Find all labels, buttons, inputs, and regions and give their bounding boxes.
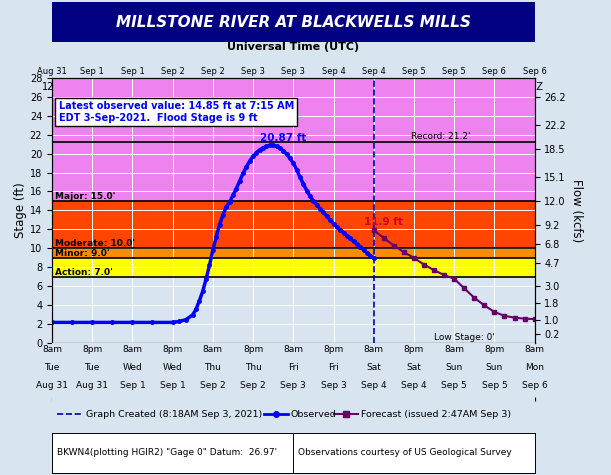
Text: Observed: Observed — [291, 410, 337, 419]
Text: 11.9 ft: 11.9 ft — [364, 217, 403, 227]
Text: Sep 3: Sep 3 — [321, 381, 346, 390]
Text: Sep 6: Sep 6 — [522, 67, 547, 76]
Text: Action: 7.0': Action: 7.0' — [55, 267, 113, 276]
Text: Sep 2: Sep 2 — [200, 381, 225, 390]
Text: 8am: 8am — [364, 345, 384, 354]
Text: Sep 4: Sep 4 — [361, 381, 387, 390]
Text: Low Stage: 0': Low Stage: 0' — [434, 332, 495, 342]
Text: Tue: Tue — [84, 363, 100, 372]
Text: Sep 1: Sep 1 — [80, 67, 104, 76]
Text: Sep 1: Sep 1 — [159, 381, 186, 390]
Text: Sep 1: Sep 1 — [120, 381, 145, 390]
Text: Sep 3: Sep 3 — [281, 67, 306, 76]
Text: Sep 4: Sep 4 — [401, 381, 426, 390]
Text: 8am: 8am — [284, 345, 303, 354]
Text: Site Time (EDT): Site Time (EDT) — [244, 400, 342, 410]
Text: Mon: Mon — [525, 363, 544, 372]
Text: Fri: Fri — [328, 363, 339, 372]
Text: Thu: Thu — [205, 363, 221, 372]
Text: 8am: 8am — [525, 345, 544, 354]
Text: Aug 31: Aug 31 — [36, 381, 68, 390]
Text: 8pm: 8pm — [163, 345, 183, 354]
Text: 8pm: 8pm — [243, 345, 263, 354]
Text: 8am: 8am — [444, 345, 464, 354]
Bar — [52, 77, 535, 201]
Text: Major: 15.0': Major: 15.0' — [55, 191, 115, 200]
Bar — [52, 277, 535, 343]
Text: Sep 5: Sep 5 — [402, 67, 426, 76]
Text: Forecast (issued 2:47AM Sep 3): Forecast (issued 2:47AM Sep 3) — [361, 410, 511, 419]
Text: Sep 5: Sep 5 — [441, 381, 467, 390]
Text: Fri: Fri — [288, 363, 299, 372]
Text: MILLSTONE RIVER AT BLACKWELLS MILLS: MILLSTONE RIVER AT BLACKWELLS MILLS — [115, 15, 471, 30]
Text: Sep 4: Sep 4 — [321, 67, 345, 76]
Text: Sep 4: Sep 4 — [362, 67, 386, 76]
Bar — [52, 201, 535, 248]
Text: Record: 21.2': Record: 21.2' — [411, 133, 470, 141]
Text: Thu: Thu — [244, 363, 262, 372]
Text: Sun: Sun — [486, 363, 503, 372]
Text: Minor: 9.0': Minor: 9.0' — [55, 248, 110, 257]
Text: Sep 2: Sep 2 — [240, 381, 266, 390]
Text: Sat: Sat — [406, 363, 422, 372]
Text: 20.87 ft: 20.87 ft — [260, 133, 306, 143]
Text: BKWN4(plotting HGIR2) "Gage 0" Datum:  26.97': BKWN4(plotting HGIR2) "Gage 0" Datum: 26… — [57, 448, 277, 457]
Text: 8pm: 8pm — [82, 345, 102, 354]
Bar — [52, 248, 535, 258]
Text: 8pm: 8pm — [323, 345, 343, 354]
Text: Wed: Wed — [163, 363, 183, 372]
Text: Moderate: 10.0': Moderate: 10.0' — [55, 239, 136, 248]
Text: 8am: 8am — [203, 345, 223, 354]
Text: Tue: Tue — [44, 363, 60, 372]
Text: Sep 5: Sep 5 — [481, 381, 507, 390]
Text: 8pm: 8pm — [404, 345, 424, 354]
Text: Sep 6: Sep 6 — [522, 381, 547, 390]
Text: Latest observed value: 14.85 ft at 7:15 AM
EDT 3-Sep-2021.  Flood Stage is 9 ft: Latest observed value: 14.85 ft at 7:15 … — [59, 101, 294, 123]
Text: Sep 3: Sep 3 — [241, 67, 265, 76]
Text: Sep 1: Sep 1 — [120, 67, 144, 76]
Text: Universal Time (UTC): Universal Time (UTC) — [227, 42, 359, 52]
Y-axis label: Flow (kcfs): Flow (kcfs) — [570, 179, 583, 242]
Text: Sep 3: Sep 3 — [280, 381, 306, 390]
Text: 8pm: 8pm — [485, 345, 505, 354]
Text: Sep 5: Sep 5 — [442, 67, 466, 76]
Bar — [52, 258, 535, 277]
Text: Observations courtesy of US Geological Survey: Observations courtesy of US Geological S… — [298, 448, 512, 457]
Text: Aug 31: Aug 31 — [37, 67, 67, 76]
Text: Sep 2: Sep 2 — [201, 67, 225, 76]
Y-axis label: Stage (ft): Stage (ft) — [14, 182, 27, 238]
Text: 8am: 8am — [122, 345, 142, 354]
Text: 8am: 8am — [42, 345, 62, 354]
Text: Sep 2: Sep 2 — [161, 67, 185, 76]
Text: Sun: Sun — [445, 363, 463, 372]
Text: Sep 6: Sep 6 — [483, 67, 507, 76]
Text: Aug 31: Aug 31 — [76, 381, 108, 390]
Text: Sat: Sat — [366, 363, 381, 372]
Text: Graph Created (8:18AM Sep 3, 2021): Graph Created (8:18AM Sep 3, 2021) — [86, 410, 262, 419]
Text: Wed: Wed — [123, 363, 142, 372]
